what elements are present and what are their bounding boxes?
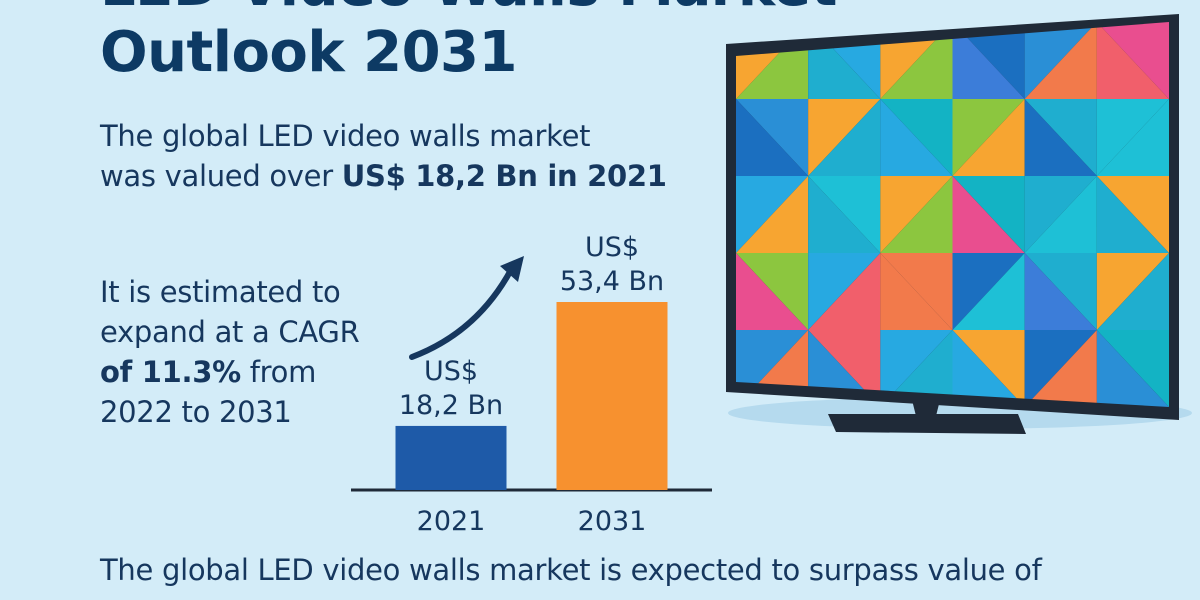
data-label-prefix-2031: US$ bbox=[585, 232, 639, 263]
footer-text: The global LED video walls market is exp… bbox=[100, 553, 1042, 587]
screen-tile bbox=[952, 176, 1025, 253]
screen-tile bbox=[808, 22, 881, 99]
screen-tile bbox=[1096, 176, 1169, 253]
intro-line-2-prefix: was valued over bbox=[100, 159, 342, 193]
data-label-prefix-2021: US$ bbox=[424, 356, 478, 387]
screen-tile bbox=[1096, 22, 1169, 99]
x-tick-label-2031: 2031 bbox=[578, 506, 647, 537]
screen-tile bbox=[880, 99, 953, 176]
cagr-line-3: of 11.3% from bbox=[100, 352, 420, 392]
tv-stand bbox=[828, 414, 1026, 434]
tv-screen-mosaic bbox=[736, 22, 1169, 407]
screen-tile bbox=[1096, 253, 1169, 330]
screen-tile bbox=[1096, 253, 1169, 330]
cagr-line-4: 2022 to 2031 bbox=[100, 395, 292, 429]
screen-tile bbox=[952, 99, 1025, 176]
screen-tile bbox=[880, 22, 953, 99]
screen-tile bbox=[1096, 22, 1169, 99]
screen-tile bbox=[736, 330, 809, 407]
screen-tile bbox=[736, 99, 809, 176]
screen-tile bbox=[880, 176, 953, 253]
screen-tile bbox=[880, 330, 953, 407]
cagr-rate-highlight: of 11.3% bbox=[100, 355, 241, 389]
screen-tile bbox=[808, 99, 881, 176]
title-line-1: LED Video Walls Market bbox=[100, 0, 837, 20]
screen-tile bbox=[880, 176, 953, 253]
tv-illustration bbox=[726, 14, 1192, 434]
tv-neck bbox=[912, 400, 940, 416]
screen-tile bbox=[880, 99, 953, 176]
screen-tile bbox=[1024, 253, 1097, 330]
screen-tile bbox=[736, 253, 809, 330]
intro-line-1: The global LED video walls market bbox=[100, 119, 591, 153]
data-label-amount-2031: 53,4 Bn bbox=[560, 266, 664, 297]
screen-tile bbox=[880, 253, 953, 330]
screen-tile bbox=[808, 253, 881, 330]
screen-tile bbox=[736, 176, 809, 253]
page-title: LED Video Walls Market Outlook 2031 bbox=[100, 0, 837, 86]
screen-tile bbox=[952, 22, 1025, 99]
bar-2021 bbox=[395, 425, 507, 490]
cagr-text: It is estimated to expand at a CAGR of 1… bbox=[100, 272, 420, 432]
intro-line-2: was valued over US$ 18,2 Bn in 2021 bbox=[100, 156, 720, 196]
screen-tile bbox=[1024, 99, 1097, 176]
screen-tile bbox=[1096, 330, 1169, 407]
screen-tile bbox=[952, 330, 1025, 407]
cagr-line-2: expand at a CAGR bbox=[100, 315, 360, 349]
intro-text: The global LED video walls market was va… bbox=[100, 116, 720, 196]
screen-tile bbox=[736, 176, 809, 253]
screen-tile bbox=[1096, 99, 1169, 176]
data-label-amount-2021: 18,2 Bn bbox=[399, 390, 503, 421]
screen-tile bbox=[1024, 176, 1097, 253]
screen-tile bbox=[808, 176, 881, 253]
screen-tile bbox=[1096, 176, 1169, 253]
screen-tile bbox=[1096, 330, 1169, 407]
title-line-2: Outlook 2031 bbox=[100, 20, 517, 85]
growth-arrow-icon bbox=[409, 256, 524, 360]
screen-tile bbox=[736, 99, 809, 176]
intro-value-highlight: US$ 18,2 Bn in 2021 bbox=[341, 159, 667, 193]
bar-2031 bbox=[556, 302, 668, 490]
screen-tile bbox=[1024, 22, 1097, 99]
screen-tile bbox=[736, 22, 809, 99]
x-tick-label-2021: 2021 bbox=[417, 506, 486, 537]
screen-tile bbox=[952, 253, 1025, 330]
cagr-line-3-rest: from bbox=[240, 355, 317, 389]
cagr-line-1: It is estimated to bbox=[100, 275, 341, 309]
screen-tile bbox=[736, 253, 809, 330]
screen-tile bbox=[1096, 99, 1169, 176]
screen-tile bbox=[880, 253, 953, 330]
screen-tile bbox=[1024, 330, 1097, 407]
screen-tile bbox=[880, 330, 953, 407]
